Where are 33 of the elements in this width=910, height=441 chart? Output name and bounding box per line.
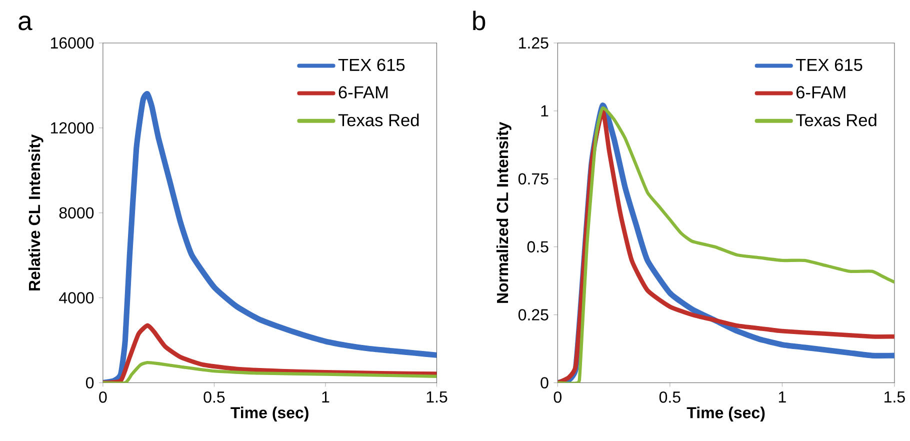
x-tick-label: 0 (99, 392, 107, 403)
legend-label: TEX 615 (796, 58, 862, 72)
line-series (102, 361, 437, 383)
y-tick-label: 0 (86, 377, 94, 389)
legend-label: TEX 615 (338, 58, 405, 72)
x-tick-label: 0.5 (204, 392, 225, 403)
y-tick-label: 1 (541, 106, 548, 117)
chart-title: b (473, 10, 486, 30)
legend-label: 6-FAM (338, 86, 388, 99)
y-tick-label: 16000 (50, 37, 94, 49)
chart-title: a (18, 16, 32, 30)
y-tick-label: 12000 (50, 122, 94, 134)
x-tick-label: 1 (778, 392, 786, 403)
x-tick-label: 0.5 (659, 392, 680, 403)
y-tick-label: 0.25 (518, 309, 548, 321)
y-tick-label: 0.5 (527, 241, 548, 253)
x-tick-label: 0 (554, 392, 562, 403)
legend-label: Texas Red (796, 114, 876, 126)
y-tick-label: 0 (540, 377, 548, 389)
legend-label: 6-FAM (796, 86, 846, 99)
y-tick-label: 8000 (59, 207, 94, 219)
line-series (102, 323, 437, 383)
y-axis-title: Normalized CL Intensity (496, 122, 512, 304)
x-axis-title: Time (sec) (686, 406, 765, 422)
y-axis-title: Relative CL Intensity (28, 134, 44, 291)
legend-label: Texas Red (338, 114, 419, 126)
y-tick-label: 0.75 (518, 173, 548, 185)
x-tick-label: 1.5 (884, 392, 905, 403)
x-axis-title: Time (sec) (230, 406, 308, 422)
x-tick-label: 1.5 (426, 392, 448, 403)
y-tick-label: 1.25 (519, 37, 548, 49)
y-tick-label: 4000 (59, 292, 94, 304)
x-tick-label: 1 (322, 392, 330, 403)
